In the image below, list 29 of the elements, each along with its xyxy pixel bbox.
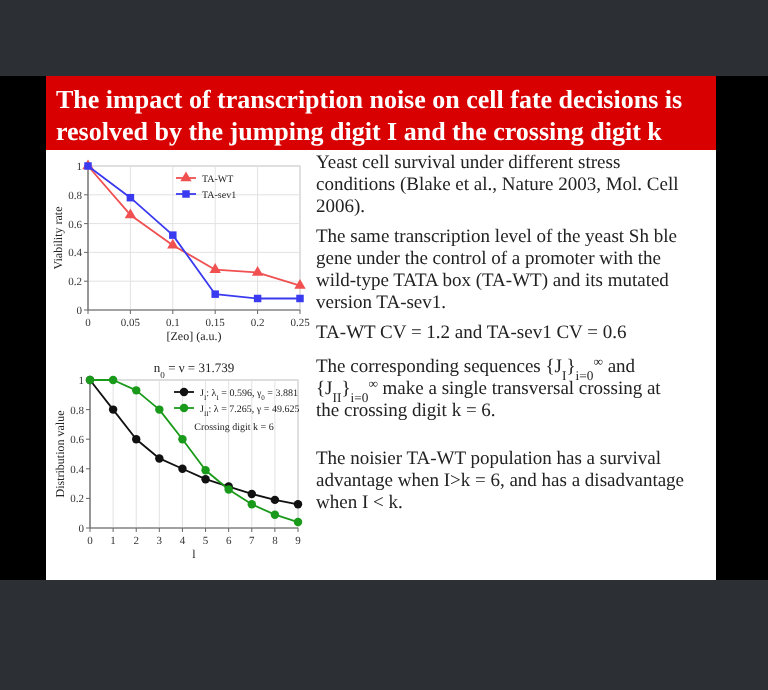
point xyxy=(247,489,256,499)
text: The same transcription level of the yeast Sh ble gene under the control of a promoter with the wild-type TATA box (TA-WT) and its mutated version TA-sev1. xyxy=(316,228,677,314)
point xyxy=(270,495,280,505)
point xyxy=(296,294,304,303)
point xyxy=(293,500,303,509)
point xyxy=(178,434,187,444)
point xyxy=(209,263,221,273)
point xyxy=(178,464,187,474)
point xyxy=(132,434,141,444)
point xyxy=(124,208,137,219)
point xyxy=(132,386,141,395)
point xyxy=(169,231,177,239)
point xyxy=(155,405,164,414)
point xyxy=(155,454,164,463)
text: The noisier TA-WT population has a survival advantage when I>k = 6, and has a disadvantage when I < k. xyxy=(316,450,685,514)
text: Yeast cell survival under different stress conditions (Blake et al., Nature 2003, Mol. Cell 2006). xyxy=(316,154,680,218)
point xyxy=(294,278,306,289)
point xyxy=(251,265,264,276)
point xyxy=(201,466,210,475)
text: The corresponding sequences {J$_{I}$}$_{i=0}$$^{∞}$ and {J$_{II}$}$_{i=0}$$^{∞}$ make a single transversal crossing at the crossing digit k = 6. xyxy=(316,355,661,422)
point xyxy=(108,405,118,414)
text: TA-WT CV = 1.2 and TA-sev1 CV = 0.6 xyxy=(316,324,627,344)
point xyxy=(108,375,118,385)
point xyxy=(293,517,303,527)
point xyxy=(270,510,280,519)
text: The impact of transcription noise on cell fate decisions is resolved by the jumping digit I and the crossing digit k xyxy=(56,84,683,146)
point xyxy=(211,290,219,298)
point xyxy=(201,474,210,484)
point xyxy=(247,500,256,509)
